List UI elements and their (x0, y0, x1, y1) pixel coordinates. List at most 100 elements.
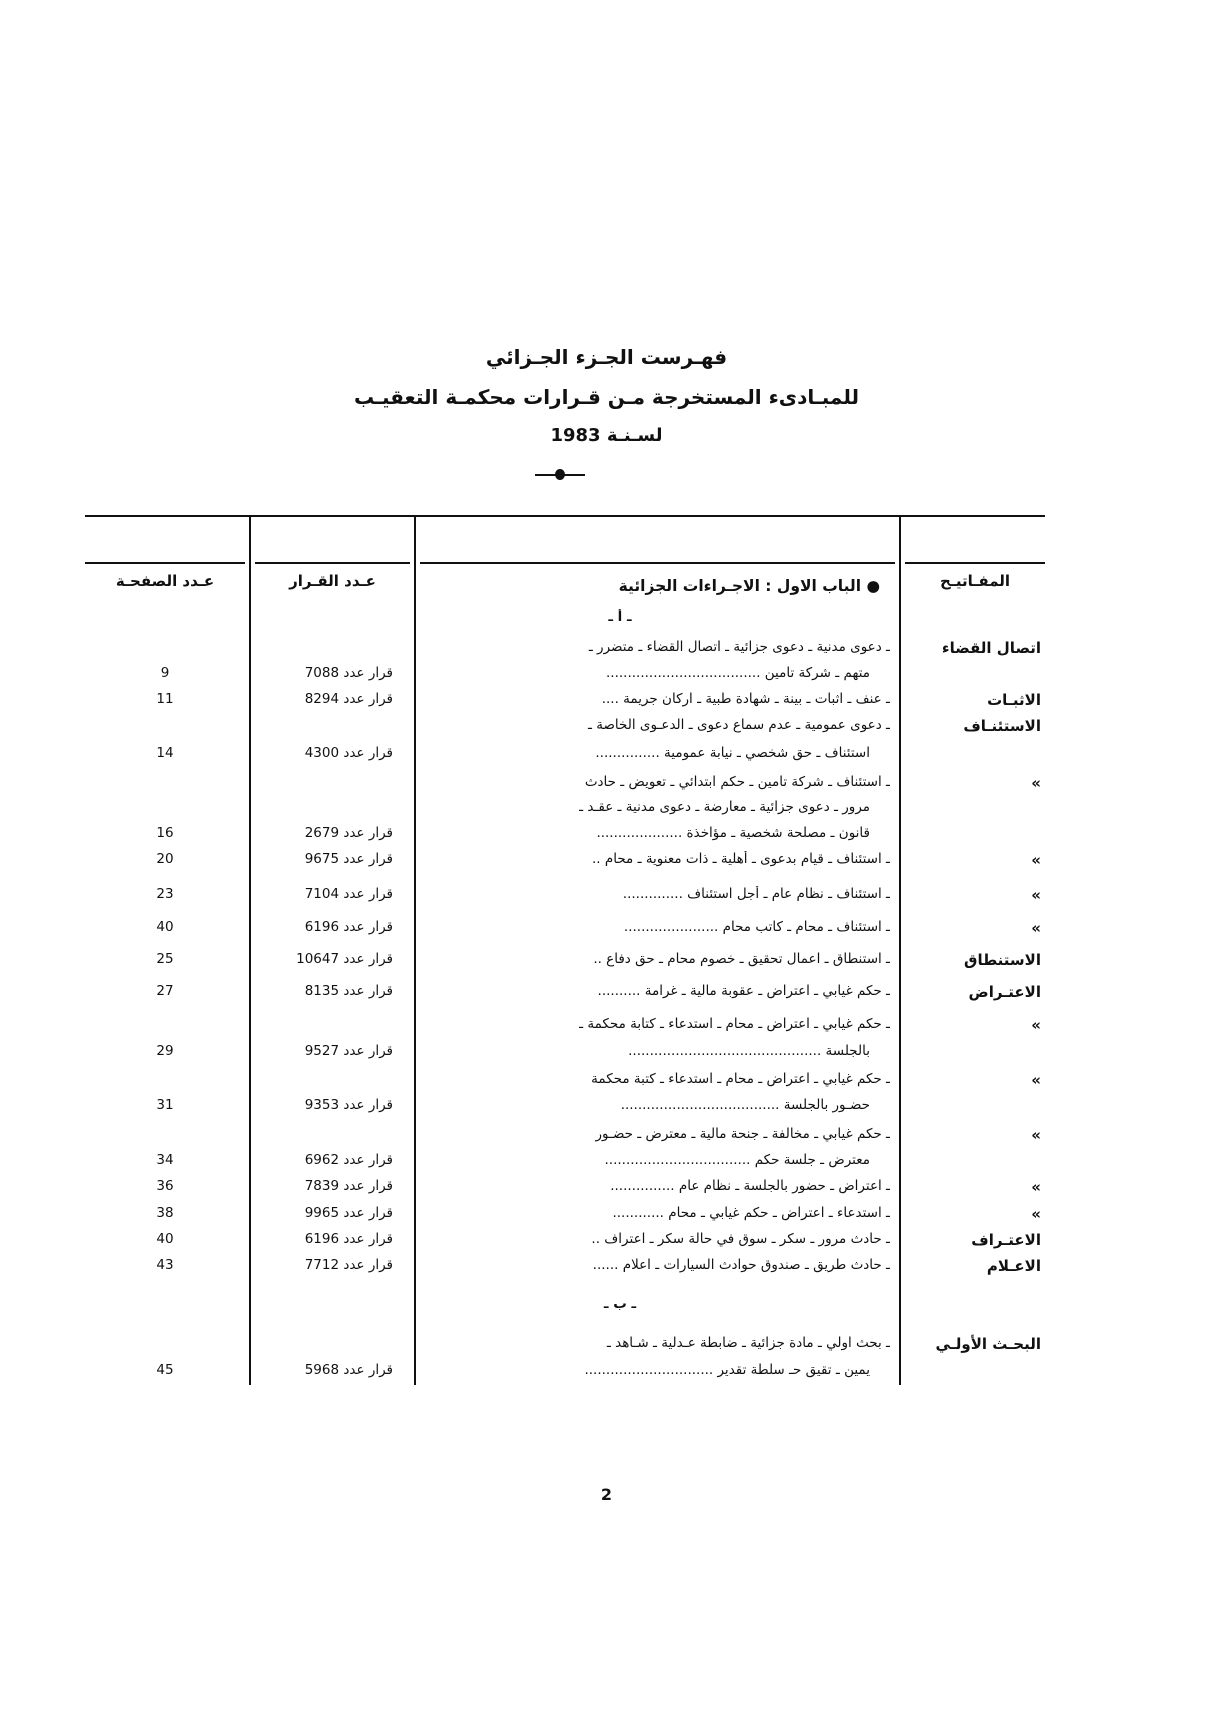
row-keyword: الاعتـراض (968, 983, 1041, 1001)
table-row: الاعتـراض ـ حكم غيابي ـ اعتراض ـ عقوبة ما… (0, 983, 1213, 1009)
index-title: فهـرست الجـزء الجـزائي (485, 345, 728, 369)
table-row: ● الباب الاول : الاجـراءات الجزائية (0, 577, 1213, 603)
row-decision-number: قرار عدد 7839 (304, 1178, 393, 1194)
column-divider (414, 515, 416, 1385)
table-row: » ـ حكم غيابي ـ اعتراض ـ محام ـ استدعاء ـ… (0, 1016, 1213, 1042)
row-page-number: 20 (156, 851, 174, 867)
row-keyword: » (1031, 919, 1041, 937)
row-description: ـ أ ـ (608, 609, 632, 625)
row-keyword: الاعتـراف (971, 1231, 1041, 1249)
row-description: ـ استئناف ـ محام ـ كاتب محام ...........… (623, 919, 890, 935)
row-page-number: 36 (156, 1178, 174, 1194)
row-decision-number: قرار عدد 7104 (304, 886, 393, 902)
row-keyword: » (1031, 1205, 1041, 1223)
row-page-number: 9 (160, 665, 170, 681)
column-header-keywords: المفـاتيـح (939, 572, 1011, 590)
row-page-number: 27 (156, 983, 174, 999)
row-page-number: 23 (156, 886, 174, 902)
row-description: ـ حكم غيابي ـ اعتراض ـ محام ـ استدعاء ـ … (579, 1016, 890, 1032)
row-page-number: 31 (156, 1097, 174, 1113)
column-divider (899, 515, 901, 1385)
column-header-decision: عـدد القـرار (289, 572, 376, 590)
row-decision-number: قرار عدد 8135 (304, 983, 393, 999)
row-description: ـ اعتراض ـ حضور بالجلسة ـ نظام عام .....… (610, 1178, 890, 1194)
header-divider (420, 562, 895, 564)
table-row: ـ أ ـ (0, 609, 1213, 635)
row-description: متهم ـ شركة تامين ......................… (606, 665, 870, 681)
row-keyword: » (1031, 1016, 1041, 1034)
table-row: » ـ استئناف ـ محام ـ كاتب محام ..........… (0, 919, 1213, 945)
table-row: البحـث الأولـي ـ بحث اولي ـ مادة جزائية ـ… (0, 1335, 1213, 1361)
row-page-number: 16 (156, 825, 174, 841)
row-description: قانون ـ مصلحة شخصية ـ مؤاخذة ...........… (596, 825, 870, 841)
row-keyword: البحـث الأولـي (935, 1335, 1041, 1353)
row-description: مرور ـ دعوى جزائية ـ معارضة ـ دعوى مدنية… (579, 799, 870, 815)
table-row: استئناف ـ حق شخصي ـ نيابة عمومية .......… (0, 745, 1213, 771)
row-description: ـ استدعاء ـ اعتراض ـ حكم غيابي ـ محام ..… (612, 1205, 890, 1221)
row-description: استئناف ـ حق شخصي ـ نيابة عمومية .......… (595, 745, 870, 761)
row-keyword: الاعـلام (986, 1257, 1041, 1275)
row-decision-number: قرار عدد 9527 (304, 1043, 393, 1059)
row-description: ـ عنف ـ اثبات ـ بينة ـ شهادة طبية ـ اركا… (601, 691, 890, 707)
table-row: الاعتـراف ـ حادث مرور ـ سكر ـ سوق في حالة… (0, 1231, 1213, 1257)
row-keyword: الاستنطاق (964, 951, 1041, 969)
row-decision-number: قرار عدد 7712 (304, 1257, 393, 1273)
row-decision-number: قرار عدد 5968 (304, 1362, 393, 1378)
header-divider (85, 562, 245, 564)
row-decision-number: قرار عدد 7088 (304, 665, 393, 681)
table-row: » ـ استئناف ـ قيام بدعوى ـ أهلية ـ ذات مع… (0, 851, 1213, 877)
row-keyword: » (1031, 886, 1041, 904)
table-row: » ـ اعتراض ـ حضور بالجلسة ـ نظام عام ....… (0, 1178, 1213, 1204)
table-row: » ـ استدعاء ـ اعتراض ـ حكم غيابي ـ محام .… (0, 1205, 1213, 1231)
row-keyword: » (1031, 774, 1041, 792)
row-description: ـ دعوى مدنية ـ دعوى جزائية ـ اتصال القضا… (588, 639, 890, 655)
row-description: ـ حكم غيابي ـ مخالفة ـ جنحة مالية ـ معتر… (595, 1126, 891, 1142)
row-description: ـ دعوى عمومية ـ عدم سماع دعوى ـ الدعـوى … (587, 717, 890, 733)
row-keyword: » (1031, 1071, 1041, 1089)
header-divider (255, 562, 410, 564)
row-page-number: 40 (156, 1231, 174, 1247)
row-keyword: » (1031, 1178, 1041, 1196)
row-decision-number: قرار عدد 9965 (304, 1205, 393, 1221)
table-row: » ـ استئناف ـ شركة تامين ـ حكم ابتدائي ـ … (0, 774, 1213, 800)
table-row: ـ ب ـ (0, 1296, 1213, 1322)
row-page-number: 40 (156, 919, 174, 935)
row-page-number: 43 (156, 1257, 174, 1273)
row-description: معترض ـ جلسة حكم .......................… (604, 1152, 871, 1168)
row-page-number: 14 (156, 745, 174, 761)
column-header-page: عـدد الصفحـة (115, 572, 215, 590)
row-keyword: الاستئنـاف (963, 717, 1041, 735)
table-top-border (85, 515, 1045, 517)
table-row: الاستنطاق ـ استنطاق ـ اعمال تحقيق ـ خصوم … (0, 951, 1213, 977)
column-divider (249, 515, 251, 1385)
table-row: معترض ـ جلسة حكم .......................… (0, 1152, 1213, 1178)
index-subtitle: للمبـادىء المستخرجة مـن قـرارات محكمـة ا… (353, 385, 859, 409)
row-decision-number: قرار عدد 4300 (304, 745, 393, 761)
table-row: » ـ حكم غيابي ـ اعتراض ـ محام ـ استدعاء ـ… (0, 1071, 1213, 1097)
row-description: ـ استئناف ـ قيام بدعوى ـ أهلية ـ ذات معن… (591, 851, 890, 867)
row-description: ـ حادث مرور ـ سكر ـ سوق في حالة سكر ـ اع… (591, 1231, 890, 1247)
row-keyword: الاثبـات (987, 691, 1041, 709)
row-page-number: 29 (156, 1043, 174, 1059)
row-description: ـ استنطاق ـ اعمال تحقيق ـ خصوم محام ـ حق… (593, 951, 890, 967)
row-decision-number: قرار عدد 9675 (304, 851, 393, 867)
table-row: الاعـلام ـ حادث طريق ـ صندوق حوادث السيار… (0, 1257, 1213, 1283)
row-page-number: 45 (156, 1362, 174, 1378)
table-row: الاستئنـاف ـ دعوى عمومية ـ عدم سماع دعوى … (0, 717, 1213, 743)
row-keyword: » (1031, 1126, 1041, 1144)
row-page-number: 25 (156, 951, 174, 967)
row-decision-number: قرار عدد 9353 (304, 1097, 393, 1113)
table-row: مرور ـ دعوى جزائية ـ معارضة ـ دعوى مدنية… (0, 799, 1213, 825)
row-decision-number: قرار عدد 10647 (296, 951, 393, 967)
row-description: ـ حكم غيابي ـ اعتراض ـ محام ـ استدعاء ـ … (591, 1071, 890, 1087)
row-description: ـ حادث طريق ـ صندوق حوادث السيارات ـ اعل… (592, 1257, 890, 1273)
row-decision-number: قرار عدد 6196 (304, 1231, 393, 1247)
row-description: بالجلسة ................................… (628, 1043, 870, 1059)
table-row: اتصال القضاء ـ دعوى مدنية ـ دعوى جزائية ـ… (0, 639, 1213, 665)
table-row: قانون ـ مصلحة شخصية ـ مؤاخذة ...........… (0, 825, 1213, 851)
row-decision-number: قرار عدد 6196 (304, 919, 393, 935)
row-description: ـ حكم غيابي ـ اعتراض ـ عقوبة مالية ـ غرا… (597, 983, 890, 999)
ornament-dot (555, 469, 565, 480)
table-row: حضـور بالجلسة ..........................… (0, 1097, 1213, 1123)
row-description: ـ استئناف ـ شركة تامين ـ حكم ابتدائي ـ ت… (584, 774, 890, 790)
